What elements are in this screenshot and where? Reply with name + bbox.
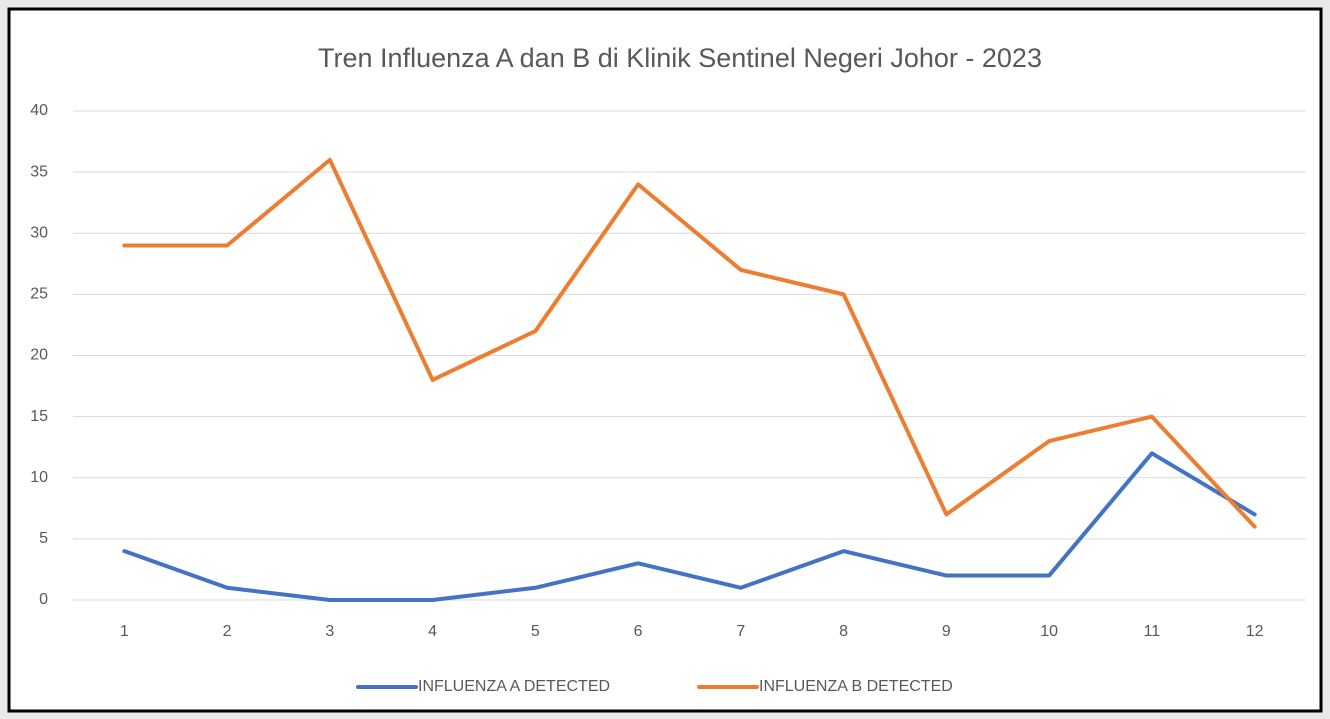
x-tick-label: 6 (634, 623, 643, 640)
legend-label: INFLUENZA A DETECTED (418, 678, 610, 695)
y-tick-label: 20 (30, 347, 48, 364)
x-tick-label: 11 (1144, 623, 1161, 640)
series-line (122, 157, 1257, 529)
x-tick-label: 5 (531, 623, 540, 640)
y-tick-label: 35 (30, 163, 48, 180)
x-tick-label: 9 (942, 623, 951, 640)
y-tick-label: 5 (39, 530, 48, 547)
x-tick-label: 12 (1246, 623, 1264, 640)
y-tick-label: 40 (30, 102, 48, 119)
y-tick-label: 10 (30, 469, 48, 486)
chart-frame (7, 7, 1323, 713)
y-tick-label: 15 (30, 408, 48, 425)
x-tick-label: 3 (325, 623, 334, 640)
legend-label: INFLUENZA B DETECTED (759, 678, 953, 695)
x-tick-label: 2 (223, 623, 232, 640)
x-tick-label: 8 (839, 623, 848, 640)
y-tick-label: 0 (39, 591, 48, 608)
chart-title: Tren Influenza A dan B di Klinik Sentine… (318, 43, 1042, 73)
series-line (122, 451, 1257, 602)
x-tick-label: 7 (736, 623, 745, 640)
x-tick-label: 1 (120, 623, 129, 640)
y-tick-label: 30 (30, 224, 48, 241)
x-tick-label: 4 (428, 623, 437, 640)
x-tick-label: 10 (1040, 623, 1058, 640)
y-tick-label: 25 (30, 286, 48, 303)
